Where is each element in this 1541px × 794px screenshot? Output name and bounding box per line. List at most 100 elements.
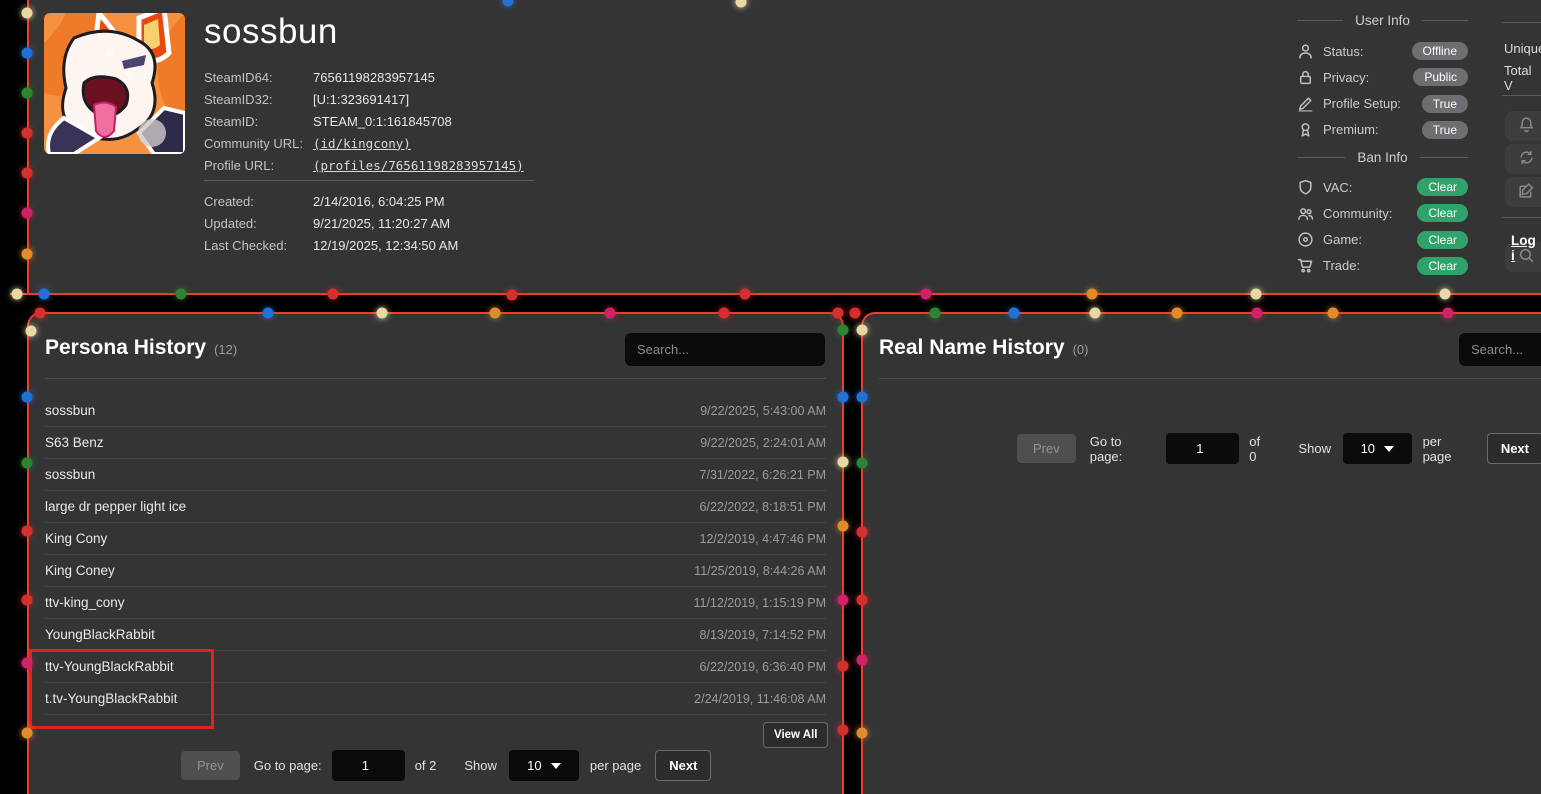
annotation-dot [856, 654, 868, 666]
profile-field-value: STEAM_0:1:161845708 [313, 113, 452, 129]
ban-info-badge: Clear [1417, 256, 1468, 275]
profile-date-value: 2/14/2016, 6:04:25 PM [313, 193, 445, 209]
person-icon [1297, 43, 1314, 60]
user-info-label: Privacy: [1323, 69, 1370, 85]
login-link[interactable]: Log i [1511, 233, 1536, 263]
persona-date: 11/12/2019, 1:15:19 PM [693, 595, 826, 610]
real-name-search-input[interactable] [1459, 333, 1541, 366]
real-name-history-count: (0) [1072, 342, 1089, 357]
persona-row[interactable]: large dr pepper light ice 6/22/2022, 8:18… [45, 491, 826, 523]
persona-of-label: of 2 [414, 758, 437, 773]
persona-date: 6/22/2019, 6:36:40 PM [699, 659, 826, 674]
chevron-down-icon [550, 762, 561, 769]
lock-icon [1297, 69, 1314, 86]
persona-page-input[interactable] [331, 750, 405, 781]
annotation-dot [21, 47, 33, 59]
persona-row[interactable]: ttv-YoungBlackRabbit 6/22/2019, 6:36:40 P… [45, 651, 826, 683]
user-info-badge: True [1421, 94, 1468, 113]
view-all-button[interactable]: View All [763, 722, 829, 748]
profile-fields: SteamID64: 76561198283957145 SteamID32: [U:… [204, 66, 564, 176]
persona-row[interactable]: S63 Benz 9/22/2025, 2:24:01 AM [45, 427, 826, 459]
annotation-dot [856, 324, 868, 336]
profile-dates: Created: 2/14/2016, 6:04:25 PM Updated: 9/2… [204, 190, 584, 256]
annotation-dot [856, 391, 868, 403]
real-name-per-page-label: per page [1422, 433, 1452, 464]
search-icon [1518, 247, 1535, 267]
annotation-dot [175, 288, 187, 300]
real-name-per-page-select[interactable]: 10 [1343, 433, 1412, 464]
users-icon [1297, 205, 1314, 222]
profile-field-link[interactable]: (profiles/76561198283957145) [313, 157, 524, 173]
annotation-dot [1171, 307, 1183, 319]
annotation-dot [21, 127, 33, 139]
profile-date-value: 9/21/2025, 11:20:27 AM [313, 215, 451, 231]
real-name-per-page-value: 10 [1360, 441, 1376, 456]
edit-button[interactable] [1505, 177, 1541, 207]
persona-per-page-select[interactable]: 10 [508, 750, 579, 781]
persona-row[interactable]: sossbun 7/31/2022, 6:26:21 PM [45, 459, 826, 491]
unique-visitors-label: Unique [1504, 41, 1541, 56]
real-name-page-input[interactable] [1166, 433, 1240, 464]
persona-row[interactable]: ttv-king_cony 11/12/2019, 1:15:19 PM [45, 587, 826, 619]
persona-history-count: (12) [214, 342, 238, 357]
real-name-header-divider [879, 378, 1541, 379]
annotation-dot [739, 288, 751, 300]
annotation-dot [21, 167, 33, 179]
real-name-show-label: Show [1298, 441, 1332, 456]
refresh-button[interactable] [1505, 144, 1541, 174]
persona-history-title: Persona History [45, 336, 207, 359]
top-section [29, 0, 1541, 293]
ban-info-label: Community: [1323, 205, 1393, 221]
ban-info-row: Trade: Clear [1297, 256, 1468, 276]
profile-field-link[interactable]: (id/kingcony) [313, 135, 411, 151]
persona-date: 8/13/2019, 7:14:52 PM [699, 627, 826, 642]
real-name-history-header: Real Name History (0) [879, 336, 1088, 360]
profile-field-value: [U:1:323691417] [313, 91, 410, 107]
avatar-art [44, 13, 185, 154]
ban-info-badge: Clear [1417, 230, 1468, 249]
real-name-next-button[interactable]: Next [1486, 433, 1541, 464]
persona-header-divider [45, 378, 826, 379]
annotation-dot [929, 307, 941, 319]
notifications-button[interactable] [1505, 111, 1541, 141]
profile-field-label: SteamID64: [204, 69, 273, 85]
annotation-dot [21, 594, 33, 606]
real-name-prev-button[interactable]: Prev [1017, 434, 1076, 463]
persona-next-button[interactable]: Next [655, 750, 712, 781]
ban-info-label: Game: [1323, 232, 1363, 248]
profile-field-label: SteamID: [204, 113, 259, 129]
persona-row[interactable]: t.tv-YoungBlackRabbit 2/24/2019, 11:46:08… [45, 683, 826, 715]
annotation-dot [837, 456, 849, 468]
lookup-button[interactable] [1505, 242, 1541, 272]
profile-field-row: SteamID: STEAM_0:1:161845708 [204, 110, 564, 132]
user-info-row: Premium: True [1297, 120, 1468, 140]
annotation-left-line [27, 0, 29, 295]
persona-search-input[interactable] [625, 333, 825, 366]
profile-field-row: SteamID32: [U:1:323691417] [204, 88, 564, 110]
annotation-dot [1439, 288, 1451, 300]
profile-field-row: Community URL: (id/kingcony) [204, 132, 564, 154]
cart-icon [1297, 257, 1314, 274]
annotation-dot [856, 526, 868, 538]
annotation-dot [1089, 307, 1101, 319]
profile-date-label: Last Checked: [204, 237, 288, 253]
ban-info-badge: Clear [1417, 204, 1468, 223]
persona-date: 12/2/2019, 4:47:46 PM [699, 531, 826, 546]
annotation-dot [21, 7, 33, 19]
annotation-dot [21, 87, 33, 99]
user-info-badge: Public [1413, 68, 1468, 87]
profile-field-row: SteamID64: 76561198283957145 [204, 66, 564, 88]
persona-row[interactable]: YoungBlackRabbit 8/13/2019, 7:14:52 PM [45, 619, 826, 651]
annotation-dot [604, 307, 616, 319]
persona-row[interactable]: King Cony 12/2/2019, 4:47:46 PM [45, 523, 826, 555]
total-views-label: Total V [1504, 63, 1532, 93]
persona-name: t.tv-YoungBlackRabbit [45, 691, 178, 706]
persona-row[interactable]: sossbun 9/22/2025, 5:43:00 AM [45, 395, 826, 427]
persona-prev-button[interactable]: Prev [181, 751, 240, 780]
profile-field-label: SteamID32: [204, 91, 273, 107]
annotation-dot [21, 657, 33, 669]
ban-info-label: Trade: [1323, 258, 1361, 274]
persona-name: ttv-YoungBlackRabbit [45, 659, 174, 674]
persona-row[interactable]: King Coney 11/25/2019, 8:44:26 AM [45, 555, 826, 587]
ban-info-row: Community: Clear [1297, 203, 1468, 223]
